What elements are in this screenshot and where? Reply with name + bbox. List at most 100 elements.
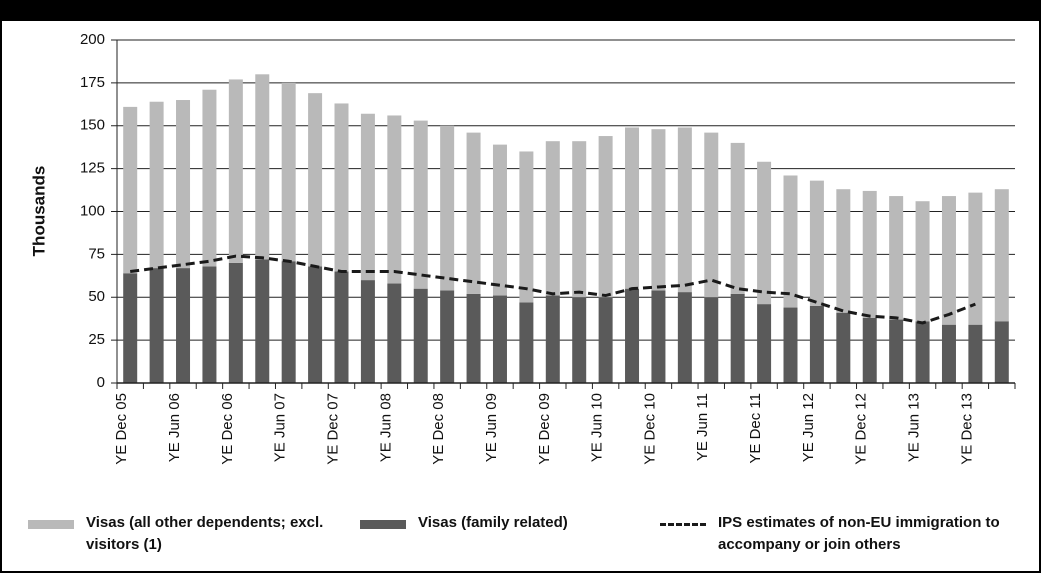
bar [228,262,243,383]
x-tick-label: YE Dec 05 [113,393,130,465]
y-tick-label: 125 [80,160,105,177]
legend-label: IPS estimates of non-EU immigration to a… [718,514,1000,553]
bar [968,324,983,383]
y-axis-label: Thousands [29,166,48,257]
bar [757,161,772,305]
x-tick-label: YE Dec 10 [641,393,658,465]
bar [202,89,217,267]
bar [466,293,481,383]
bar [836,189,851,313]
bar [941,196,956,325]
bar [994,321,1009,383]
bar [308,93,323,267]
legend-swatch [360,520,406,529]
y-tick-label: 100 [80,202,105,219]
bar [519,302,534,383]
frame [0,19,1041,573]
bar [572,141,587,298]
bar [677,292,692,383]
y-tick-label: 0 [97,374,105,391]
x-tick-label: YE Dec 12 [853,393,870,465]
bar [730,293,745,383]
x-tick-label: YE Dec 07 [324,393,341,465]
y-tick-label: 175 [80,74,105,91]
bar [651,290,666,383]
bar [202,266,217,383]
y-tick-label: 25 [88,331,105,348]
bar [334,271,349,383]
bar [413,120,428,289]
y-tick-label: 150 [80,117,105,134]
bar [757,304,772,383]
x-tick-label: YE Jun 06 [166,393,183,462]
bar [968,192,983,325]
bar [704,297,719,383]
bar [730,142,745,294]
legend-label: Visas (family related) [418,514,568,531]
legend-swatch [28,520,74,529]
bar [387,283,402,383]
bar [176,268,191,383]
bar [545,295,560,383]
bar [651,129,666,291]
bar [783,175,798,308]
bar [360,280,375,383]
bar [704,132,719,298]
x-tick-label: YE Jun 11 [694,393,711,461]
bar [281,82,296,262]
bar [572,297,587,383]
bar [809,305,824,383]
x-tick-label: YE Jun 10 [589,393,606,462]
bar [836,312,851,383]
x-tick-label: YE Jun 07 [272,393,289,462]
bar [413,288,428,383]
bar [440,125,455,291]
legend-swatch [660,523,706,526]
bar [123,273,138,383]
y-tick-label: 50 [88,288,105,305]
bar [228,79,243,263]
bar [889,196,904,320]
bar [625,288,640,383]
bar [862,317,877,383]
bar [809,180,824,306]
bar [466,132,481,294]
bar [387,115,402,284]
y-tick-label: 200 [80,31,105,48]
bar [598,136,613,298]
x-tick-label: YE Dec 11 [747,393,764,464]
bar [862,190,877,318]
bar [889,319,904,383]
bar [255,259,270,383]
bar [915,201,930,322]
line [130,254,976,325]
bar [149,268,164,383]
x-tick-label: YE Jun 12 [800,393,817,462]
bar [994,189,1009,322]
bar [519,151,534,303]
bar [334,103,349,272]
bar [677,127,692,293]
bar [149,101,164,269]
bar [941,324,956,383]
bar [915,321,930,383]
bar [123,106,138,274]
x-tick-label: YE Jun 13 [906,393,923,462]
bar [281,261,296,383]
bar [360,113,375,281]
x-tick-label: YE Dec 06 [219,393,236,465]
bar [176,100,191,269]
bar [308,266,323,383]
bar [598,297,613,383]
bar [545,141,560,296]
x-tick-label: YE Dec 09 [536,393,553,465]
x-tick-label: YE Dec 13 [958,393,975,465]
y-tick-label: 75 [88,245,105,262]
bar [440,290,455,383]
bar [783,307,798,383]
x-tick-label: YE Jun 09 [483,393,500,462]
x-tick-label: YE Jun 08 [377,393,394,462]
legend-label: Visas (all other dependents; excl. visit… [86,514,324,553]
